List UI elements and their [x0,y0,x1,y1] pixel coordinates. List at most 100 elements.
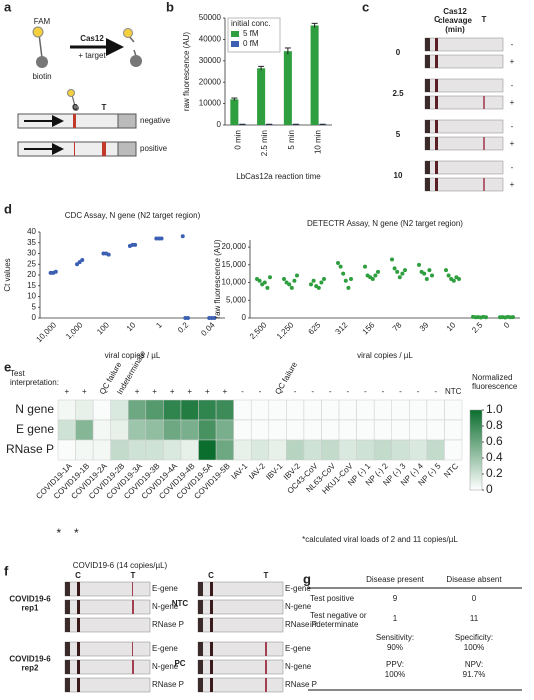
colorbar-tick-label: 0 [486,482,493,496]
point [159,236,164,241]
point [185,316,190,320]
strip-band [77,678,80,692]
x-tick-label: 625 [307,320,323,336]
point [343,278,348,283]
point [316,285,321,290]
interpretation: - [364,387,367,396]
heat-cell [110,419,129,441]
point [363,264,367,269]
heat-cell [356,439,375,461]
label: cleavage [438,16,472,25]
heat-cell [128,439,147,461]
time-label: 2.5 [392,89,404,98]
heat-cell [110,399,129,421]
heat-cell [338,399,357,421]
heat-cell [128,419,147,441]
heat-cell [163,419,182,441]
reporter-diagram [17,26,142,157]
heat-cell [198,419,217,441]
interpretation: + [82,387,87,396]
heat-cell [391,419,410,441]
interpretation: - [259,387,262,396]
strip-band [483,178,485,191]
interpretation: + [223,387,228,396]
y-tick-label: 0 [242,313,247,322]
y-tick-label: 10000 [199,99,222,108]
x-tick-label: 78 [391,320,404,333]
heat-cell [286,399,305,421]
heat-cell [286,439,305,461]
point [309,282,313,287]
point [451,278,456,283]
heat-cell [426,399,445,421]
heat-cell [233,399,252,421]
heat-cell [92,419,111,441]
strip-end [65,600,70,614]
target-label: N-gene [152,602,179,611]
strip-end [198,678,203,692]
heat-cell [409,399,428,421]
legend-swatch [231,31,239,37]
heat-cell [92,439,111,461]
stat-value: 100% [385,670,405,679]
heat-cell [373,419,392,441]
strip-band [210,642,213,656]
bar [283,51,292,125]
point [417,262,421,267]
label: Cas12 [80,34,104,43]
point [257,278,262,283]
row-label: Test positive [310,594,355,603]
label: + target [78,51,106,60]
legend-swatch [231,41,239,47]
point [395,269,400,274]
strip-end [425,55,430,68]
bar [310,25,319,126]
stat-value: 100% [464,643,484,652]
x-tick-label: 0.04 [199,320,217,338]
heat-cell [321,399,340,421]
y-tick-label: 25 [27,259,36,268]
point [392,266,397,271]
heat-cell [444,439,463,461]
y-tick-label: 50000 [199,13,222,22]
interp-header: interpretation: [10,378,59,387]
strip-end [425,38,430,51]
interpretation: - [294,387,297,396]
heat-cell [321,439,340,461]
heat-cell [75,399,94,421]
point [336,261,340,266]
target-label: RNase P [285,620,317,629]
time-label: 0 [396,48,401,57]
point [400,271,405,276]
x-tick-label: 1,000 [64,320,85,341]
strip-end [198,618,203,632]
group-label: COVID19-6 [9,595,51,604]
label: C [72,103,78,112]
heat-cell [75,419,94,441]
heat-cell [75,439,94,461]
heat-cell [198,439,217,461]
strip-band [483,137,485,150]
stat-value: 91.7% [463,670,486,679]
chart-title: DETECTR Assay, N gene (N2 target region) [307,219,463,228]
x-tick-label: 39 [418,320,431,333]
point [376,269,380,274]
strip-band [77,618,80,632]
point [397,275,402,280]
target-label: RNase P [152,680,184,689]
interpretation: - [434,387,437,396]
x-axis-label: viral copies / µL [357,351,413,360]
strip-band [132,582,133,596]
group-label: rep2 [22,664,39,673]
interp-header: Test [10,369,25,378]
interpretation: + [135,387,140,396]
strip-band [77,660,80,674]
heat-cell [57,439,76,461]
heat-cell [444,399,463,421]
heat-cell [373,439,392,461]
strip-band [77,642,80,656]
sign: - [511,122,514,131]
label: (min) [445,25,465,34]
stat-label: Sensitivity: [376,633,414,642]
y-tick-label: 0 [217,120,222,129]
